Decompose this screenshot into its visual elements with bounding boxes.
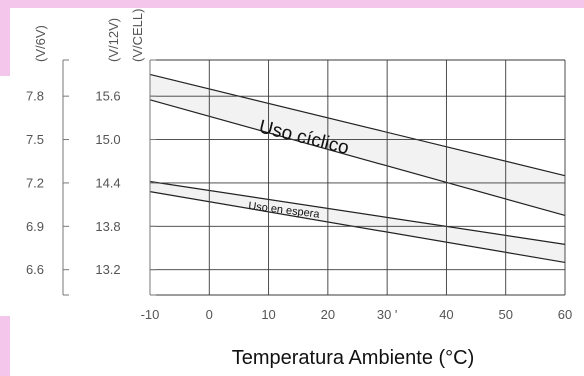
- y-axis-title-2: (V/12V): [106, 18, 121, 62]
- y-tick-label: 13.2: [95, 262, 120, 277]
- y-axis-labels: (V/6V) (V/12V) (V/CELL) 7.8 7.5 7.2 6.9 6.6 15.6…: [26, 9, 145, 278]
- series-1-lower-line: [149, 99, 566, 217]
- x-tick-label: 60: [558, 307, 572, 322]
- series-band-1: [150, 74, 565, 216]
- y-tick-label: 7.2: [26, 175, 44, 190]
- x-tick-label: 40: [439, 307, 453, 322]
- y-tick-label: 7.8: [26, 89, 44, 104]
- x-tick-label: 30 ': [377, 307, 398, 322]
- x-tick-label: 0: [206, 307, 213, 322]
- axes: [62, 59, 156, 296]
- series-1-upper-line: [149, 73, 566, 177]
- x-tick-label: 50: [498, 307, 512, 322]
- x-tick-label: 10: [261, 307, 275, 322]
- y-tick-label: 7.5: [26, 132, 44, 147]
- y-axis-title-3: (V/CELL): [130, 9, 145, 62]
- y-tick-label: 13.8: [95, 219, 120, 234]
- x-tick-label: 20: [321, 307, 335, 322]
- x-axis-title: Temperatura Ambiente (°C): [232, 347, 475, 369]
- y-tick-label: 6.6: [26, 262, 44, 277]
- y-tick-label: 15.6: [95, 89, 120, 104]
- voltage-bands: [149, 73, 566, 264]
- y-tick-label: 6.9: [26, 219, 44, 234]
- y-axis-title-1: (V/6V): [33, 25, 48, 62]
- x-tick-labels: -10 0 10 20 30 ' 40 50 60: [141, 307, 573, 322]
- series-2-upper-line: [149, 180, 566, 245]
- y-tick-label: 15.0: [95, 132, 120, 147]
- x-tick-label: -10: [141, 307, 160, 322]
- series-2-lower-line: [149, 191, 566, 264]
- grid-lines: [149, 59, 566, 296]
- panel-edge: [0, 76, 10, 316]
- series-band-2: [150, 181, 565, 263]
- y-tick-label: 14.4: [95, 175, 120, 190]
